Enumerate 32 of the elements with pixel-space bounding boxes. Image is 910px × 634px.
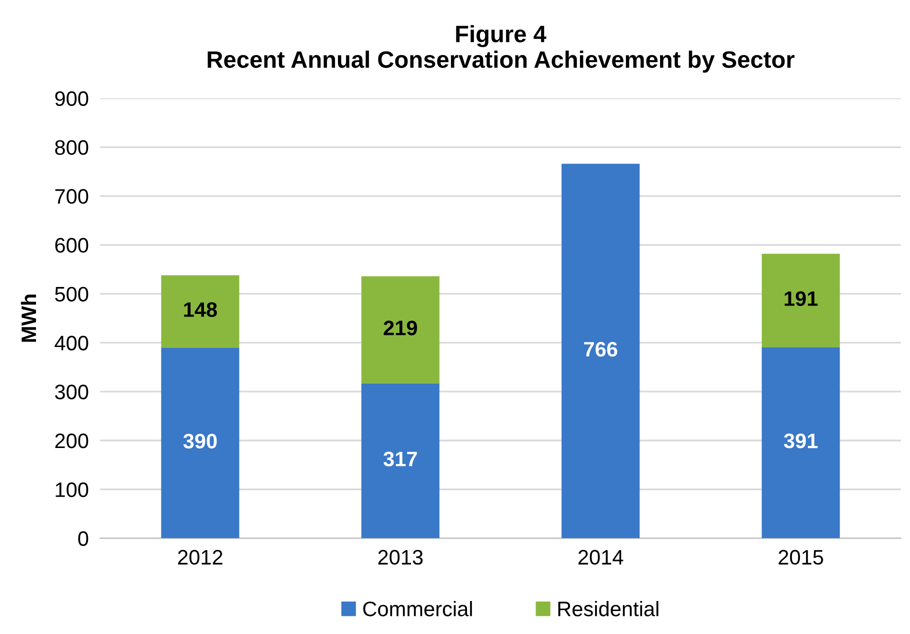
y-tick-label: 900 — [55, 91, 88, 106]
x-tick-label: 2013 — [378, 550, 423, 565]
bar — [361, 276, 440, 384]
data-label: 390 — [183, 434, 217, 449]
y-tick-label: 500 — [55, 286, 88, 302]
data-label: 191 — [784, 291, 818, 306]
bar — [562, 164, 640, 538]
legend-label: Commercial — [363, 601, 472, 616]
data-label: 148 — [184, 302, 217, 318]
y-axis-title: MWh — [20, 294, 36, 342]
x-tick-label: 2012 — [178, 550, 222, 565]
chart-title: Figure 4 Recent Annual Conservation Achievement by Sector — [208, 25, 794, 73]
data-label: 766 — [584, 342, 618, 357]
data-label: 317 — [384, 452, 417, 466]
y-tick-label: 400 — [54, 336, 88, 350]
y-tick-label: 800 — [55, 140, 88, 155]
y-tick-label: 200 — [55, 433, 88, 448]
y-tick-label: 700 — [55, 189, 88, 204]
legend-label: Residential — [558, 601, 658, 616]
data-label: 219 — [384, 320, 418, 336]
y-tick-label: 100 — [56, 482, 88, 498]
bar — [762, 347, 840, 538]
bar — [161, 275, 240, 348]
x-tick-label: 2015 — [778, 550, 824, 565]
x-tick-label: 2014 — [578, 550, 624, 565]
bar — [161, 348, 240, 538]
bar — [361, 383, 440, 538]
y-tick-label: 600 — [55, 238, 88, 253]
data-label: 391 — [784, 434, 818, 448]
y-tick-label: 300 — [55, 384, 88, 400]
y-tick-label: 0 — [78, 531, 88, 546]
bar — [762, 254, 840, 348]
